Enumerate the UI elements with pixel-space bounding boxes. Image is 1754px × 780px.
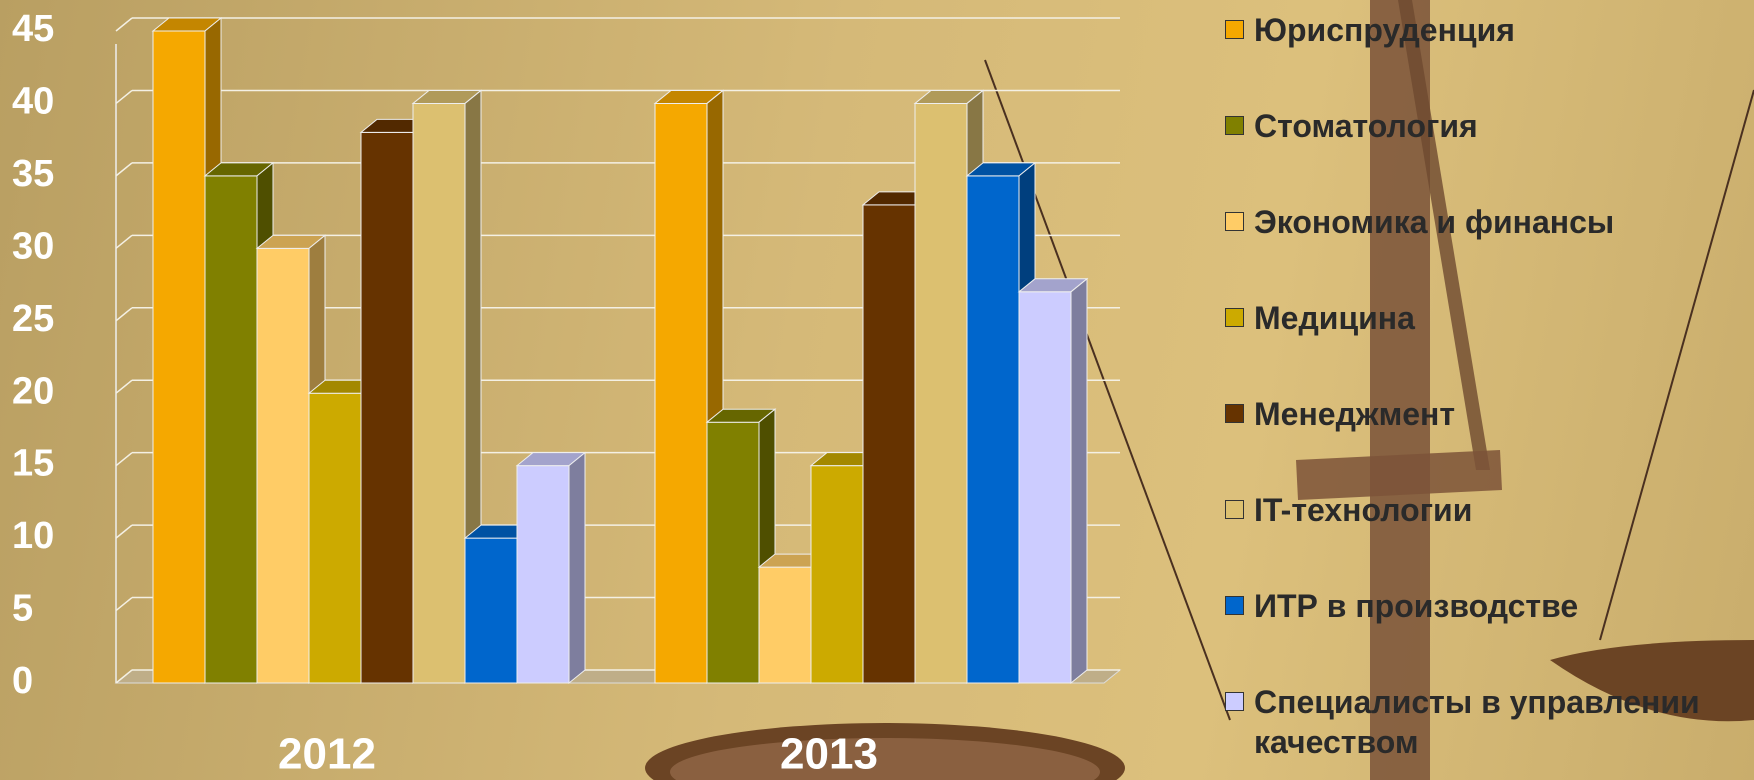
grid-line-side [116, 453, 132, 466]
bar-front [863, 205, 915, 683]
legend-swatch [1225, 500, 1244, 519]
legend-item: ИТР в производстве [1225, 586, 1744, 626]
bar-front [759, 567, 811, 683]
y-tick-label: 40 [12, 80, 54, 122]
x-tick-label: 2013 [780, 730, 878, 779]
bar-front [309, 393, 361, 683]
legend-swatch [1225, 692, 1244, 711]
bar-side [1071, 279, 1087, 683]
bar-front [915, 103, 967, 683]
legend-item: Юриспруденция [1225, 10, 1744, 50]
bar-front [413, 103, 465, 683]
bar-side [569, 453, 585, 683]
legend-swatch [1225, 212, 1244, 231]
legend-item: Менеджмент [1225, 394, 1744, 434]
y-tick-label: 15 [12, 443, 54, 485]
legend-label: IT-технологии [1254, 490, 1744, 530]
legend-label: Юриспруденция [1254, 10, 1744, 50]
grid-line-side [116, 235, 132, 248]
legend-item: Экономика и финансы [1225, 202, 1744, 242]
legend-item: Медицина [1225, 298, 1744, 338]
legend-label: Менеджмент [1254, 394, 1744, 434]
y-tick-label: 0 [12, 660, 33, 702]
legend-swatch [1225, 596, 1244, 615]
bar [1019, 279, 1087, 683]
legend-swatch [1225, 20, 1244, 39]
legend-item: IT-технологии [1225, 490, 1744, 530]
bar [517, 453, 585, 683]
grid-line-side [116, 525, 132, 538]
bar-front [205, 176, 257, 683]
bar-front [811, 466, 863, 683]
grid-line-side [116, 90, 132, 103]
legend-swatch [1225, 308, 1244, 327]
bar-front [153, 31, 205, 683]
legend-label: Специалисты в управлении качеством [1254, 682, 1744, 762]
bar-front [1019, 292, 1071, 683]
legend-label: ИТР в производстве [1254, 586, 1744, 626]
y-tick-label: 30 [12, 225, 54, 267]
grid-line-side [116, 308, 132, 321]
bar-front [361, 132, 413, 683]
y-tick-label: 35 [12, 153, 54, 195]
page: 0 5 10 15 20 25 30 35 40 45 2012 2013 Юриспруденция… [0, 0, 1754, 780]
bar-front [655, 103, 707, 683]
grid-line-side [116, 163, 132, 176]
bar-front [257, 248, 309, 683]
bar-front [707, 422, 759, 683]
legend-label: Стоматология [1254, 106, 1744, 146]
grid-line-side [116, 598, 132, 611]
bar-front [517, 466, 569, 683]
y-tick-label: 45 [12, 8, 54, 50]
legend-swatch [1225, 404, 1244, 423]
legend-label: Экономика и финансы [1254, 202, 1744, 242]
y-tick-label: 25 [12, 298, 54, 340]
y-tick-label: 5 [12, 588, 33, 630]
grid-line-side [116, 380, 132, 393]
legend-swatch [1225, 116, 1244, 135]
legend-item: Специалисты в управлении качеством [1225, 682, 1744, 762]
x-tick-label: 2012 [278, 730, 376, 779]
bar-front [967, 176, 1019, 683]
legend-item: Стоматология [1225, 106, 1744, 146]
y-tick-label: 10 [12, 515, 54, 557]
bar-front [465, 538, 517, 683]
grid-line-side [116, 18, 132, 31]
y-tick-label: 20 [12, 370, 54, 412]
legend-label: Медицина [1254, 298, 1744, 338]
